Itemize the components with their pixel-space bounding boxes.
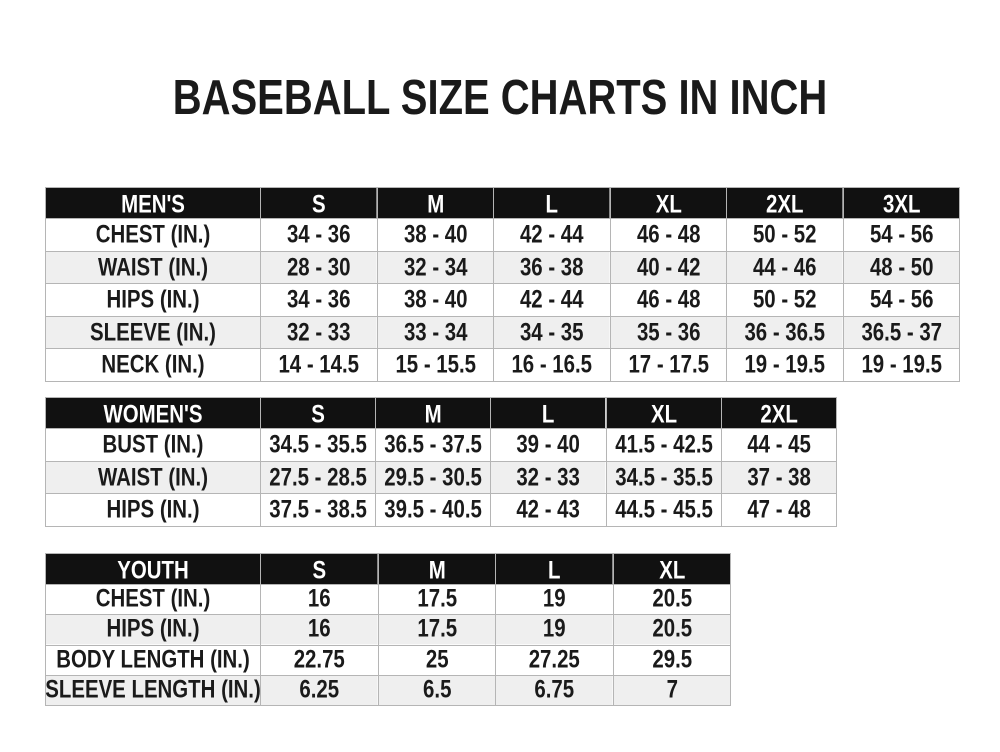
svg-text:38 - 40: 38 - 40 xyxy=(403,220,467,248)
svg-text:20.5: 20.5 xyxy=(652,615,692,643)
svg-text:L: L xyxy=(542,400,554,428)
svg-text:SLEEVE LENGTH (IN.): SLEEVE LENGTH (IN.) xyxy=(46,676,260,704)
svg-text:35 - 36: 35 - 36 xyxy=(636,318,700,346)
svg-text:44 - 45: 44 - 45 xyxy=(747,430,811,458)
svg-text:MEN'S: MEN'S xyxy=(121,190,185,218)
svg-text:50 - 52: 50 - 52 xyxy=(753,285,817,313)
svg-text:WAIST (IN.): WAIST (IN.) xyxy=(98,463,208,491)
svg-text:HIPS (IN.): HIPS (IN.) xyxy=(107,495,200,523)
svg-text:2XL: 2XL xyxy=(760,400,797,428)
svg-text:BASEBALL SIZE CHARTS IN INCH: BASEBALL SIZE CHARTS IN INCH xyxy=(173,70,828,125)
svg-text:HIPS (IN.): HIPS (IN.) xyxy=(107,285,200,313)
svg-text:44.5 - 45.5: 44.5 - 45.5 xyxy=(615,495,713,523)
svg-text:34.5 - 35.5: 34.5 - 35.5 xyxy=(615,463,713,491)
svg-text:34 - 35: 34 - 35 xyxy=(520,318,584,346)
svg-text:BUST (IN.): BUST (IN.) xyxy=(103,430,204,458)
svg-text:41.5 - 42.5: 41.5 - 42.5 xyxy=(615,430,713,458)
svg-text:46 - 48: 46 - 48 xyxy=(636,220,700,248)
svg-text:34 - 36: 34 - 36 xyxy=(287,220,351,248)
svg-text:YOUTH: YOUTH xyxy=(117,556,188,584)
svg-text:CHEST (IN.): CHEST (IN.) xyxy=(96,220,211,248)
svg-text:6.25: 6.25 xyxy=(299,676,339,704)
svg-text:22.75: 22.75 xyxy=(294,646,345,674)
svg-text:WAIST (IN.): WAIST (IN.) xyxy=(98,253,208,281)
svg-text:M: M xyxy=(428,556,445,584)
svg-text:54 - 56: 54 - 56 xyxy=(869,285,933,313)
svg-text:16: 16 xyxy=(308,585,331,613)
svg-text:XL: XL xyxy=(655,190,681,218)
svg-text:42 - 43: 42 - 43 xyxy=(517,495,581,523)
svg-text:37.5 - 38.5: 37.5 - 38.5 xyxy=(269,495,367,523)
svg-text:32 - 33: 32 - 33 xyxy=(517,463,581,491)
svg-text:HIPS (IN.): HIPS (IN.) xyxy=(107,615,200,643)
svg-text:37 - 38: 37 - 38 xyxy=(747,463,811,491)
svg-text:27.5 - 28.5: 27.5 - 28.5 xyxy=(269,463,367,491)
svg-text:46 - 48: 46 - 48 xyxy=(636,285,700,313)
svg-text:36 - 38: 36 - 38 xyxy=(520,253,584,281)
svg-text:27.25: 27.25 xyxy=(529,646,580,674)
svg-text:34 - 36: 34 - 36 xyxy=(287,285,351,313)
svg-text:BODY LENGTH (IN.): BODY LENGTH (IN.) xyxy=(56,646,250,674)
svg-text:25: 25 xyxy=(425,646,448,674)
svg-text:54 - 56: 54 - 56 xyxy=(869,220,933,248)
svg-text:32 - 33: 32 - 33 xyxy=(287,318,351,346)
svg-text:19 - 19.5: 19 - 19.5 xyxy=(744,350,825,378)
svg-text:29.5 - 30.5: 29.5 - 30.5 xyxy=(384,463,482,491)
svg-text:50 - 52: 50 - 52 xyxy=(753,220,817,248)
svg-text:19: 19 xyxy=(543,585,566,613)
svg-text:15 - 15.5: 15 - 15.5 xyxy=(395,350,476,378)
svg-text:42 - 44: 42 - 44 xyxy=(520,220,584,248)
svg-text:S: S xyxy=(312,190,326,218)
svg-text:42 - 44: 42 - 44 xyxy=(520,285,584,313)
svg-text:16 - 16.5: 16 - 16.5 xyxy=(511,350,592,378)
svg-text:36.5 - 37: 36.5 - 37 xyxy=(861,318,942,346)
svg-text:36.5 - 37.5: 36.5 - 37.5 xyxy=(384,430,482,458)
svg-text:6.5: 6.5 xyxy=(423,676,451,704)
svg-text:2XL: 2XL xyxy=(766,190,803,218)
svg-text:48 - 50: 48 - 50 xyxy=(869,253,933,281)
svg-text:39.5 - 40.5: 39.5 - 40.5 xyxy=(384,495,482,523)
svg-text:CHEST (IN.): CHEST (IN.) xyxy=(96,585,211,613)
svg-text:3XL: 3XL xyxy=(883,190,920,218)
svg-text:SLEEVE (IN.): SLEEVE (IN.) xyxy=(90,318,216,346)
svg-text:39 - 40: 39 - 40 xyxy=(517,430,581,458)
svg-text:19 - 19.5: 19 - 19.5 xyxy=(861,350,942,378)
svg-text:33 - 34: 33 - 34 xyxy=(403,318,467,346)
svg-text:M: M xyxy=(427,190,444,218)
svg-text:47 - 48: 47 - 48 xyxy=(747,495,811,523)
svg-text:36 - 36.5: 36 - 36.5 xyxy=(744,318,825,346)
svg-text:28 - 30: 28 - 30 xyxy=(287,253,351,281)
svg-text:14 - 14.5: 14 - 14.5 xyxy=(278,350,359,378)
svg-text:XL: XL xyxy=(651,400,677,428)
svg-text:34.5 - 35.5: 34.5 - 35.5 xyxy=(269,430,367,458)
svg-text:S: S xyxy=(312,556,326,584)
svg-text:7: 7 xyxy=(666,676,677,704)
svg-text:38 - 40: 38 - 40 xyxy=(403,285,467,313)
svg-text:WOMEN'S: WOMEN'S xyxy=(104,400,203,428)
svg-text:NECK (IN.): NECK (IN.) xyxy=(101,350,204,378)
svg-text:16: 16 xyxy=(308,615,331,643)
svg-text:40 - 42: 40 - 42 xyxy=(636,253,700,281)
svg-text:20.5: 20.5 xyxy=(652,585,692,613)
svg-text:32 - 34: 32 - 34 xyxy=(403,253,467,281)
svg-text:17.5: 17.5 xyxy=(417,615,457,643)
svg-text:XL: XL xyxy=(659,556,685,584)
svg-text:L: L xyxy=(548,556,560,584)
svg-text:M: M xyxy=(425,400,442,428)
svg-text:17.5: 17.5 xyxy=(417,585,457,613)
svg-text:S: S xyxy=(311,400,325,428)
svg-text:17 - 17.5: 17 - 17.5 xyxy=(628,350,709,378)
svg-text:6.75: 6.75 xyxy=(534,676,574,704)
svg-text:19: 19 xyxy=(543,615,566,643)
svg-text:44 - 46: 44 - 46 xyxy=(753,253,817,281)
svg-text:L: L xyxy=(546,190,558,218)
svg-text:29.5: 29.5 xyxy=(652,646,692,674)
